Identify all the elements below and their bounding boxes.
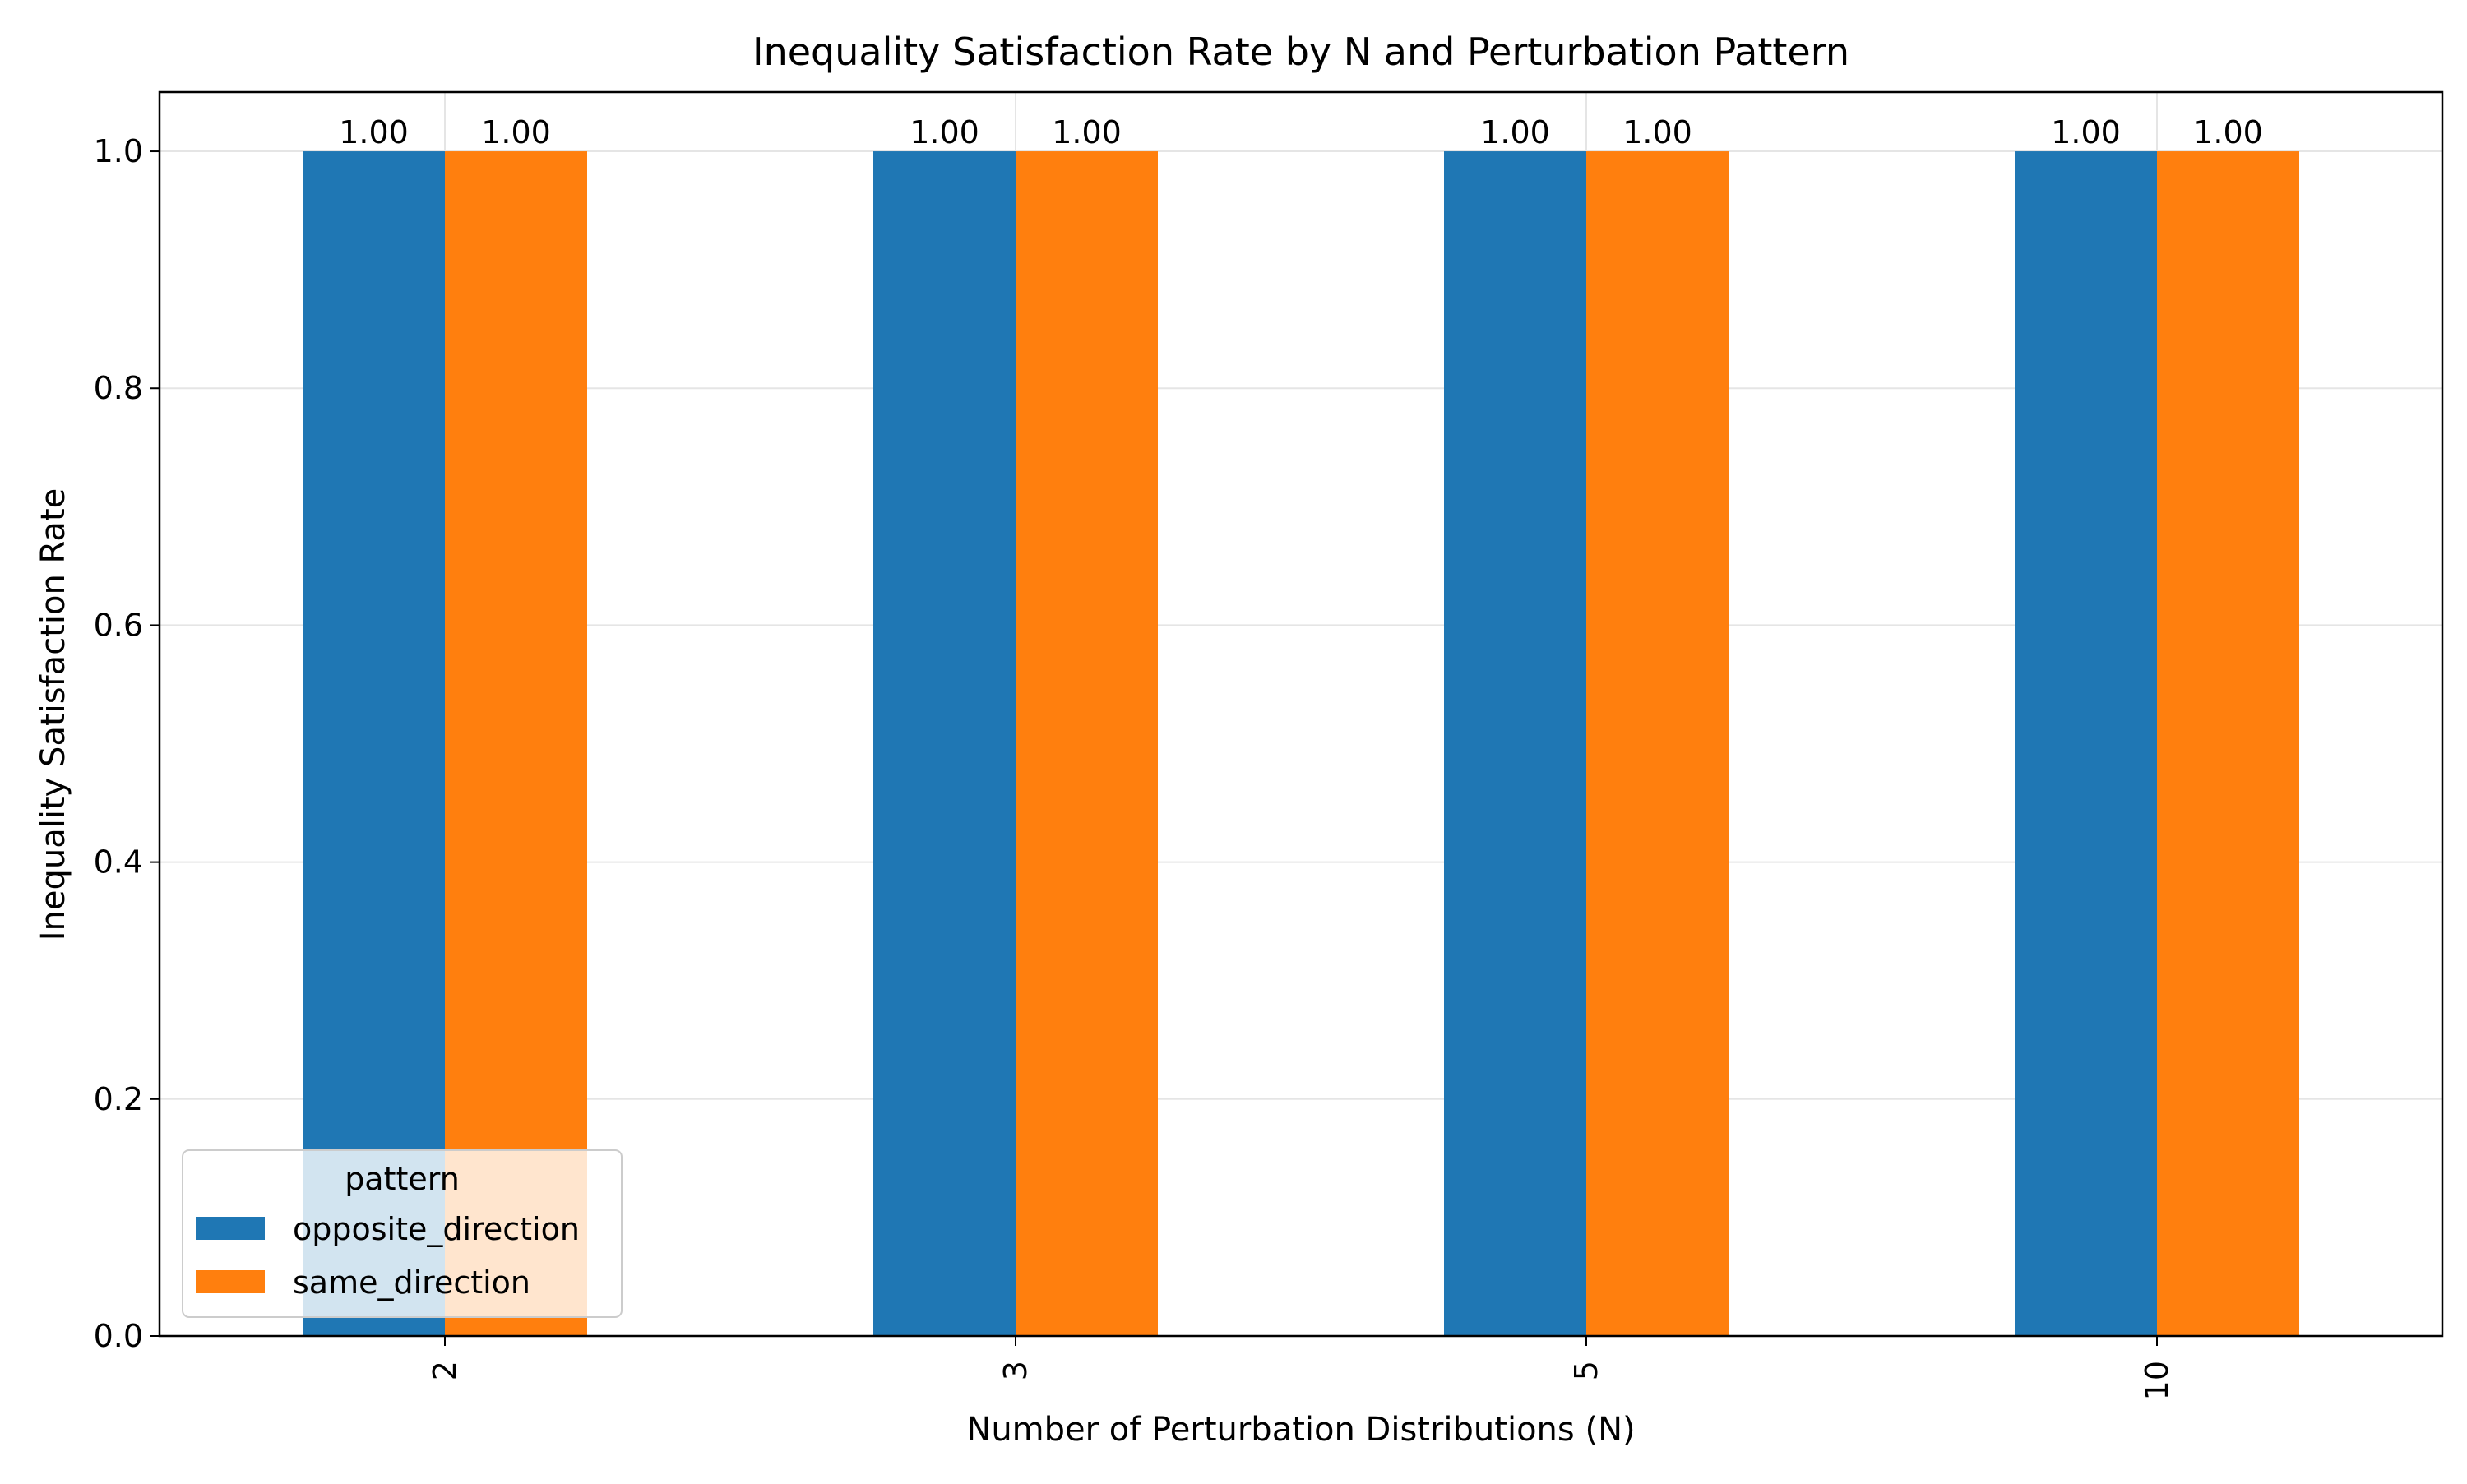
bar-opposite-direction-3 xyxy=(873,151,1016,1337)
x-tick-label: 10 xyxy=(2139,1361,2175,1400)
y-tick-label: 0.6 xyxy=(94,607,143,643)
x-axis: 2 3 5 10 xyxy=(427,1336,2175,1400)
y-tick-label: 0.8 xyxy=(94,370,143,406)
bar-value-label: 1.00 xyxy=(2193,114,2263,150)
bar-value-label: 1.00 xyxy=(1480,114,1550,150)
bar-value-label: 1.00 xyxy=(910,114,979,150)
legend: pattern opposite_direction same_directio… xyxy=(182,1149,623,1318)
bar-value-label: 1.00 xyxy=(2051,114,2121,150)
bars xyxy=(303,151,2299,1337)
bar-value-label: 1.00 xyxy=(339,114,409,150)
legend-swatch-same-direction xyxy=(196,1270,265,1293)
bar-value-label: 1.00 xyxy=(481,114,551,150)
x-tick-label: 2 xyxy=(427,1361,463,1380)
x-tick-label: 3 xyxy=(997,1361,1034,1380)
y-tick-label: 1.0 xyxy=(94,133,143,169)
bar-same-direction-2 xyxy=(445,151,587,1337)
legend-label-opposite-direction: opposite_direction xyxy=(293,1211,580,1247)
legend-title: pattern xyxy=(345,1161,460,1197)
bar-opposite-direction-5 xyxy=(1444,151,1586,1337)
bar-opposite-direction-10 xyxy=(2015,151,2157,1337)
legend-label-same-direction: same_direction xyxy=(293,1264,530,1301)
x-axis-label: Number of Perturbation Distributions (N) xyxy=(966,1411,1635,1449)
y-tick-label: 0.2 xyxy=(94,1081,143,1117)
bar-same-direction-5 xyxy=(1586,151,1729,1337)
bar-value-label: 1.00 xyxy=(1052,114,1122,150)
bar-same-direction-3 xyxy=(1016,151,1158,1337)
y-tick-label: 0.4 xyxy=(94,844,143,881)
legend-box xyxy=(182,1149,623,1318)
y-tick-label: 0.0 xyxy=(94,1318,143,1354)
bar-value-labels: 1.00 1.00 1.00 1.00 1.00 1.00 1.00 1.00 xyxy=(339,114,2263,150)
x-tick-label: 5 xyxy=(1568,1361,1604,1380)
bar-value-label: 1.00 xyxy=(1622,114,1692,150)
chart-title: Inequality Satisfaction Rate by N and Pe… xyxy=(752,30,1849,74)
legend-swatch-opposite-direction xyxy=(196,1217,265,1240)
y-axis-label: Inequality Satisfaction Rate xyxy=(35,488,72,941)
y-axis: 0.0 0.2 0.4 0.6 0.8 1.0 xyxy=(94,133,160,1354)
bar-same-direction-10 xyxy=(2157,151,2299,1337)
bar-opposite-direction-2 xyxy=(303,151,445,1337)
plot-frame xyxy=(158,90,2444,1338)
